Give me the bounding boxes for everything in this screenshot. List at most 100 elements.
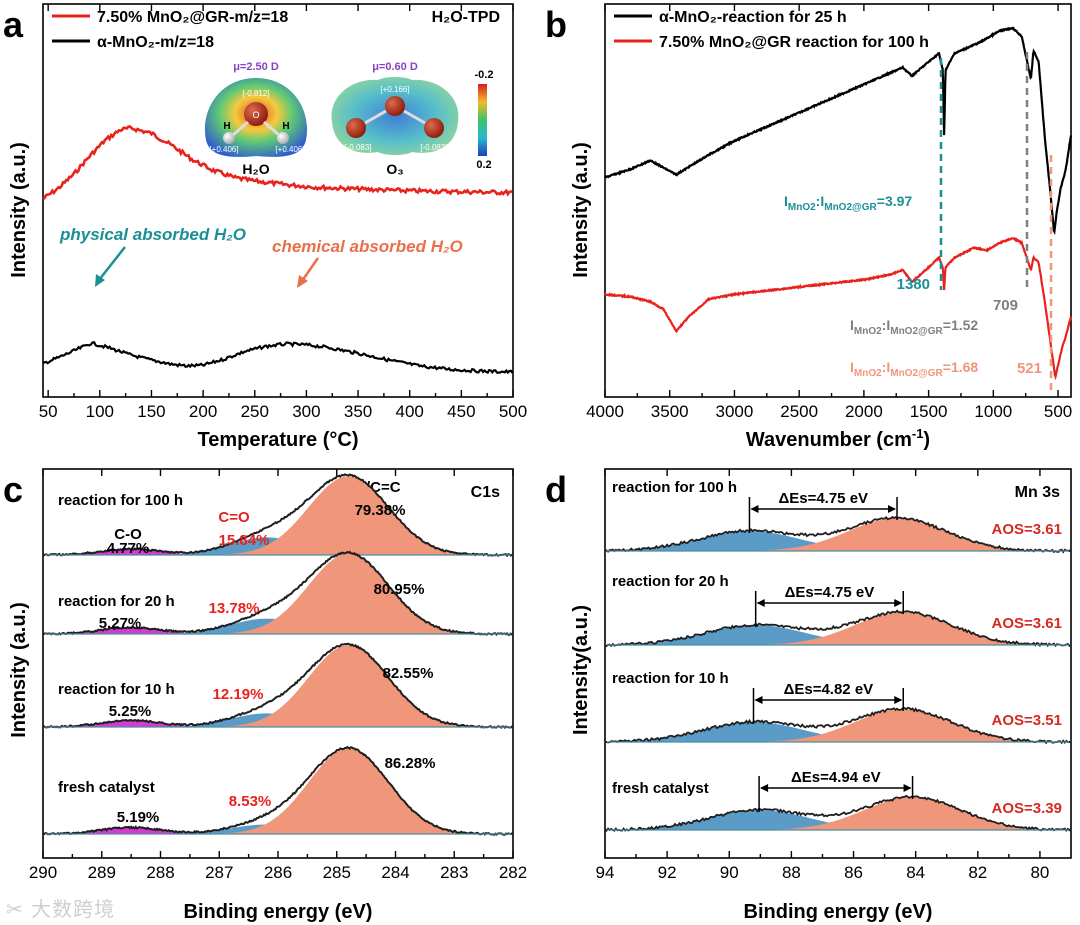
arrow-head [754,696,763,704]
panel-a-series [42,124,514,375]
row-label: fresh catalyst [612,780,709,797]
o3-label: O₃ [386,161,403,177]
panel-c-spectra: reaction for 100 h C-O4.77% C=O 15.84% 79.38… [42,473,514,836]
panel-d-x-label: Binding energy (eV) [744,901,933,923]
x-tick-label: 300 [292,402,320,421]
cc-percent: 82.55% [383,665,434,682]
x-tick-label: 284 [381,863,409,882]
panel-c-x-ticks: 290 289 288 287 286 285 284 283 282 [29,469,527,882]
ceo-label: C=O [218,509,250,526]
chemical-arrow-head [297,275,308,288]
row-label: reaction for 20 h [612,573,729,590]
watermark-icon: ✂ [6,897,24,921]
mn3s-low-component [605,709,1071,742]
panel-b-frame [604,3,1072,398]
h2o-atom-h: H [282,121,289,132]
x-tick-label: 3000 [716,402,754,421]
h2o-bond [263,120,280,137]
delta-es-label: ΔEs=4.82 eV [784,681,874,698]
h2o-charge: [+0.406] [209,145,238,154]
legend-b-black: α-MnO₂-reaction for 25 h [659,9,847,26]
co-component [43,827,513,834]
o3-oxygen-atom [424,118,444,138]
envelope-line [42,550,514,637]
chemical-absorbed-annotation: chemical absorbed H₂O [272,237,463,256]
x-tick-label: 288 [146,863,174,882]
x-tick-label: 290 [29,863,57,882]
o3-bond [403,109,426,125]
mn3s-low-component [605,797,1071,830]
x-tick-label: 90 [720,863,739,882]
mn3s-high-component [605,531,1071,551]
legend-a-red: 7.50% MnO₂@GR-m/z=18 [97,9,288,26]
ratio-label-gray: IMnO2:IMnO2@GR=1.52 [850,317,978,337]
panel-c: c 290 289 288 287 286 285 284 283 282 Binding en… [3,468,527,923]
envelope-line [604,794,1072,833]
x-tick-label: 500 [1044,402,1072,421]
h2o-bond [232,120,249,137]
mn3s-low-component [605,612,1071,645]
cc-percent: 79.38% [355,502,406,519]
scale-min: 0.2 [476,159,491,171]
x-tick-label: 250 [241,402,269,421]
envelope-line [604,609,1072,648]
ceo-percent: 8.53% [229,793,272,810]
h2o-charge: [+0.406] [275,145,304,154]
panel-d-title: Mn 3s [1015,484,1060,501]
x-tick-label: 350 [344,402,372,421]
cc-component [43,553,513,634]
co-label: C-O [114,526,142,543]
x-tick-label: 200 [189,402,217,421]
panel-d-y-label: Intensity(a.u.) [570,605,592,735]
panel-a-x-label: Temperature (°C) [198,429,359,451]
row-label: reaction for 20 h [58,593,175,610]
cc-percent: 86.28% [385,755,436,772]
arrow-head [756,599,765,607]
x-tick-label: 283 [440,863,468,882]
panel-d-frame [604,468,1072,859]
o3-charge: [-0.083] [344,143,371,152]
x-tick-label: 50 [39,402,58,421]
arrow-head [894,696,903,704]
arrow-head [903,784,912,792]
x-tick-label: 2000 [845,402,883,421]
aos-label: AOS=3.61 [992,615,1062,632]
x-tick-label: 287 [205,863,233,882]
arrow-head [888,505,897,513]
x-tick-label: 86 [844,863,863,882]
panel-a-x-ticks: 50 100 150 200 250 300 350 400 450 500 [39,4,527,421]
panel-d: d 94 92 90 88 86 84 82 80 Binding energy (eV) I… [545,468,1072,923]
x-tick-label: 282 [499,863,527,882]
panel-d-spectra: ΔEs=4.75 eV reaction for 100 h AOS=3.61 ΔEs… [604,479,1072,833]
esp-color-scale [478,84,487,156]
x-tick-label: 100 [86,402,114,421]
envelope-line [42,473,514,558]
h2o-label: H₂O [242,161,269,177]
mn3s-high-component [605,625,1071,645]
o3-bond [364,109,387,125]
row-label: reaction for 10 h [58,681,175,698]
h2o-hydrogen-atom [223,132,235,144]
x-tick-label: 4000 [586,402,624,421]
ratio-label-orange: IMnO2:IMnO2@GR=1.68 [850,359,978,379]
x-tick-label: 1000 [974,402,1012,421]
cc-component [43,748,513,834]
x-tick-label: 82 [968,863,987,882]
h2o-dipole: μ=2.50 D [233,61,279,73]
peak-1380-label: 1380 [897,276,930,293]
panel-a: a 50 100 150 200 250 300 350 400 450 500 Temperat… [3,3,527,451]
arrow-head [894,599,903,607]
physical-arrow-head [95,274,105,287]
co-percent: 5.27% [99,615,142,632]
x-tick-label: 80 [1030,863,1049,882]
x-tick-label: 150 [137,402,165,421]
aos-label: AOS=3.51 [992,712,1062,729]
arrow-head [750,505,759,513]
cc-component [43,476,513,555]
panel-letter-b: b [545,4,567,45]
panel-d-x-ticks: 94 92 90 88 86 84 82 80 [596,469,1049,882]
physical-absorbed-annotation: physical absorbed H₂O [59,225,246,244]
row-label: reaction for 100 h [612,479,737,496]
panel-letter-c: c [3,469,23,510]
